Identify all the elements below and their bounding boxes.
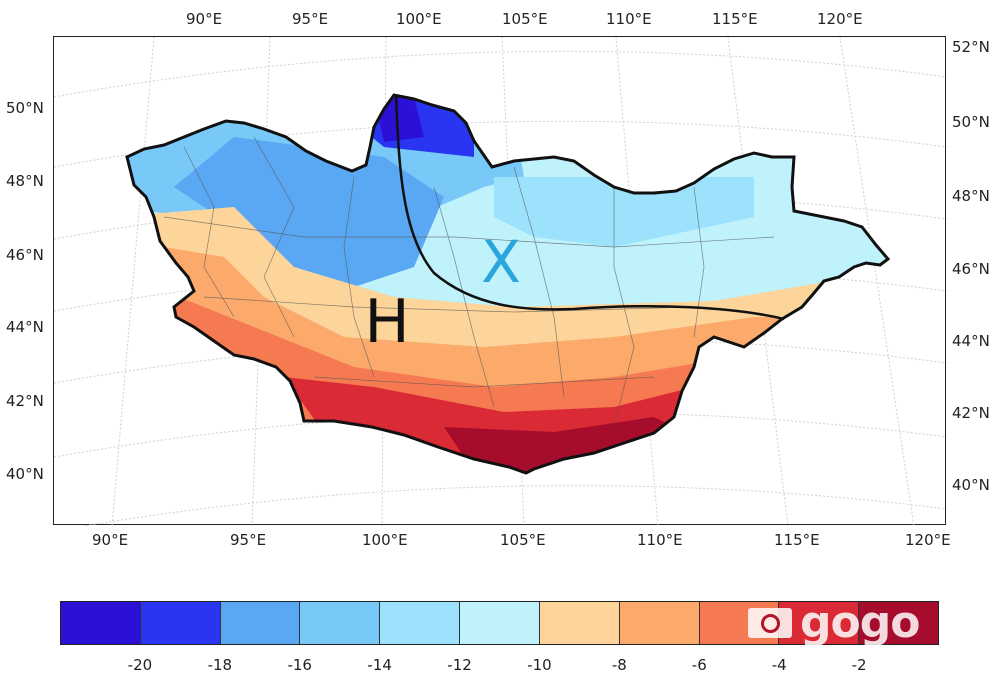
region-divider-line [394,94,785,321]
bottom-lon-label: 105°E [500,531,546,549]
colorbar-tick-label: -6 [691,656,707,674]
left-lat-label: 42°N [6,392,44,410]
colorbar-tick-label: -20 [127,656,153,674]
colorbar-tick-label: -2 [851,656,867,674]
colorbar [60,601,939,645]
top-lon-label: 115°E [712,10,758,28]
left-lat-label: 48°N [6,172,44,190]
right-lat-label: 40°N [952,476,990,494]
left-lat-label: 40°N [6,465,44,483]
bottom-lon-label: 90°E [92,531,129,549]
top-lon-label: 95°E [292,10,329,28]
colorbar-tick-label: -10 [527,656,552,674]
bottom-lon-label: 120°E [905,531,951,549]
right-lat-label: 44°N [952,332,990,350]
left-lat-label: 50°N [6,99,44,117]
region-marker-x: X [481,228,521,296]
colorbar-cell [460,602,540,644]
left-lat-label: 44°N [6,318,44,336]
left-lat-label: 46°N [6,246,44,264]
watermark-camera-icon [748,608,792,638]
right-lat-label: 46°N [952,260,990,278]
top-lon-label: 105°E [502,10,548,28]
watermark-logo: gogo [748,600,938,646]
colorbar-cell [220,602,301,644]
colorbar-cell [619,602,700,644]
region-marker-h: H [364,287,409,357]
colorbar-cell [380,602,461,644]
colorbar-tick-label: -4 [771,656,787,674]
map-panel: H X [53,36,948,532]
map-canvas: H X [53,36,948,532]
bottom-lon-label: 100°E [362,531,408,549]
colorbar-tick-label: -16 [287,656,312,674]
top-lon-label: 110°E [606,10,652,28]
right-lat-label: 52°N [952,38,990,56]
bottom-lon-label: 115°E [774,531,820,549]
colorbar-cell [859,602,938,644]
right-lat-label: 42°N [952,404,990,422]
colorbar-tick-label: -18 [207,656,233,674]
colorbar-cell [61,602,141,644]
bottom-lon-label: 95°E [230,531,267,549]
colorbar-tick-label: -8 [611,656,627,674]
colorbar-cell [539,602,620,644]
colorbar-cell [140,602,221,644]
top-lon-label: 100°E [396,10,442,28]
colorbar-tick-label: -12 [447,656,472,674]
bottom-lon-label: 110°E [637,531,683,549]
colorbar-cell [779,602,860,644]
right-lat-label: 48°N [952,187,990,205]
top-lon-label: 90°E [186,10,223,28]
watermark-text: gogo [800,597,920,648]
colorbar-cell [300,602,381,644]
right-lat-label: 50°N [952,113,990,131]
colorbar-tick-label: -14 [367,656,392,674]
top-lon-label: 120°E [817,10,863,28]
